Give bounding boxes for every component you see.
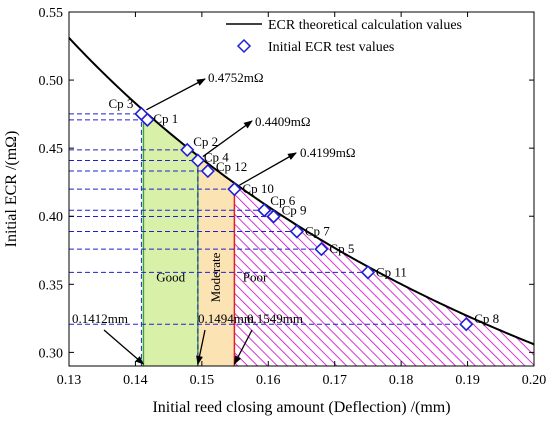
data-point-diamond <box>190 153 206 168</box>
point-label: Cp 2 <box>193 134 218 149</box>
region-poor <box>234 183 534 366</box>
region-layer <box>143 110 534 366</box>
data-point-diamond <box>360 265 376 280</box>
threshold-arrow <box>233 329 253 365</box>
threshold-label: 0.1549mm <box>247 311 303 326</box>
point-label: Cp 8 <box>474 311 499 326</box>
point-label: Cp 6 <box>270 193 295 208</box>
legend-curve-label: ECR theoretical calculation values <box>268 18 462 33</box>
annotation-arrow <box>146 78 206 111</box>
annotation-label: 0.4752mΩ <box>208 70 264 85</box>
annotation-label: 0.4199mΩ <box>300 145 356 160</box>
region-labels: Good Moderate Poor <box>156 252 268 302</box>
threshold-arrow <box>103 329 145 365</box>
region-moderate <box>197 155 235 366</box>
point-label: Cp 12 <box>216 159 247 174</box>
region-good <box>143 110 198 366</box>
x-tick-label: 0.13 <box>57 373 82 388</box>
y-tick-label: 0.50 <box>39 74 64 89</box>
legend-points-label: Initial ECR test values <box>268 40 394 55</box>
axis-ticks: 0.13 0.14 0.15 0.16 0.17 0.18 0.19 0.20 0.30 0.35… <box>39 6 547 388</box>
plot-frame <box>68 11 535 367</box>
point-label: Cp 1 <box>153 111 178 126</box>
y-axis-title: Initial ECR /(mΩ) <box>3 131 20 248</box>
data-points <box>134 106 474 332</box>
threshold-label: 0.1412mm <box>72 311 128 326</box>
point-label: Cp 10 <box>242 181 273 196</box>
data-point-diamond <box>180 142 195 158</box>
x-axis-title: Initial reed closing amount (Deflection)… <box>152 399 450 416</box>
dashed-reference-lines <box>69 113 467 366</box>
point-label: Cp 7 <box>305 223 330 238</box>
point-label: Cp 4 <box>204 150 229 165</box>
point-label: Cp 3 <box>108 96 133 111</box>
y-tick-label: 0.30 <box>39 346 64 361</box>
region-label-good: Good <box>156 270 185 285</box>
data-point-diamond <box>140 112 155 127</box>
y-tick-label: 0.55 <box>39 6 64 21</box>
x-tick-label: 0.18 <box>389 373 414 388</box>
point-label: Cp 5 <box>329 241 354 256</box>
data-point-diamond <box>314 242 329 257</box>
x-tick-label: 0.17 <box>322 373 347 388</box>
x-tick-label: 0.16 <box>256 373 281 388</box>
annotation-label: 0.4409mΩ <box>255 114 311 129</box>
region-label-moderate: Moderate <box>208 252 223 302</box>
y-tick-label: 0.40 <box>39 210 64 225</box>
point-label: Cp 11 <box>376 264 407 279</box>
data-point-diamond <box>289 224 304 239</box>
x-tick-label: 0.15 <box>190 373 215 388</box>
x-tick-label: 0.19 <box>455 373 480 388</box>
data-point-diamond <box>227 182 242 197</box>
point-label: Cp 9 <box>282 203 307 218</box>
data-point-diamond <box>200 163 215 179</box>
threshold-label: 0.1494mm <box>198 311 254 326</box>
data-point-diamond <box>257 203 272 218</box>
x-tick-label: 0.20 <box>522 373 547 388</box>
y-tick-label: 0.35 <box>39 278 64 293</box>
annotation-arrow <box>239 152 297 186</box>
threshold-arrow <box>196 329 206 365</box>
x-tick-label: 0.14 <box>123 373 148 388</box>
legend-point-swatch <box>236 38 252 54</box>
annotations: 0.4752mΩ 0.4409mΩ 0.4199mΩ 0.1412mm 0.1494mm… <box>72 70 356 365</box>
data-point-diamond <box>266 209 281 224</box>
y-tick-label: 0.45 <box>39 142 64 157</box>
data-point-diamond <box>459 317 474 332</box>
legend: ECR theoretical calculation values Initi… <box>226 18 462 55</box>
region-label-poor: Poor <box>243 270 268 285</box>
annotation-arrow <box>202 120 253 158</box>
